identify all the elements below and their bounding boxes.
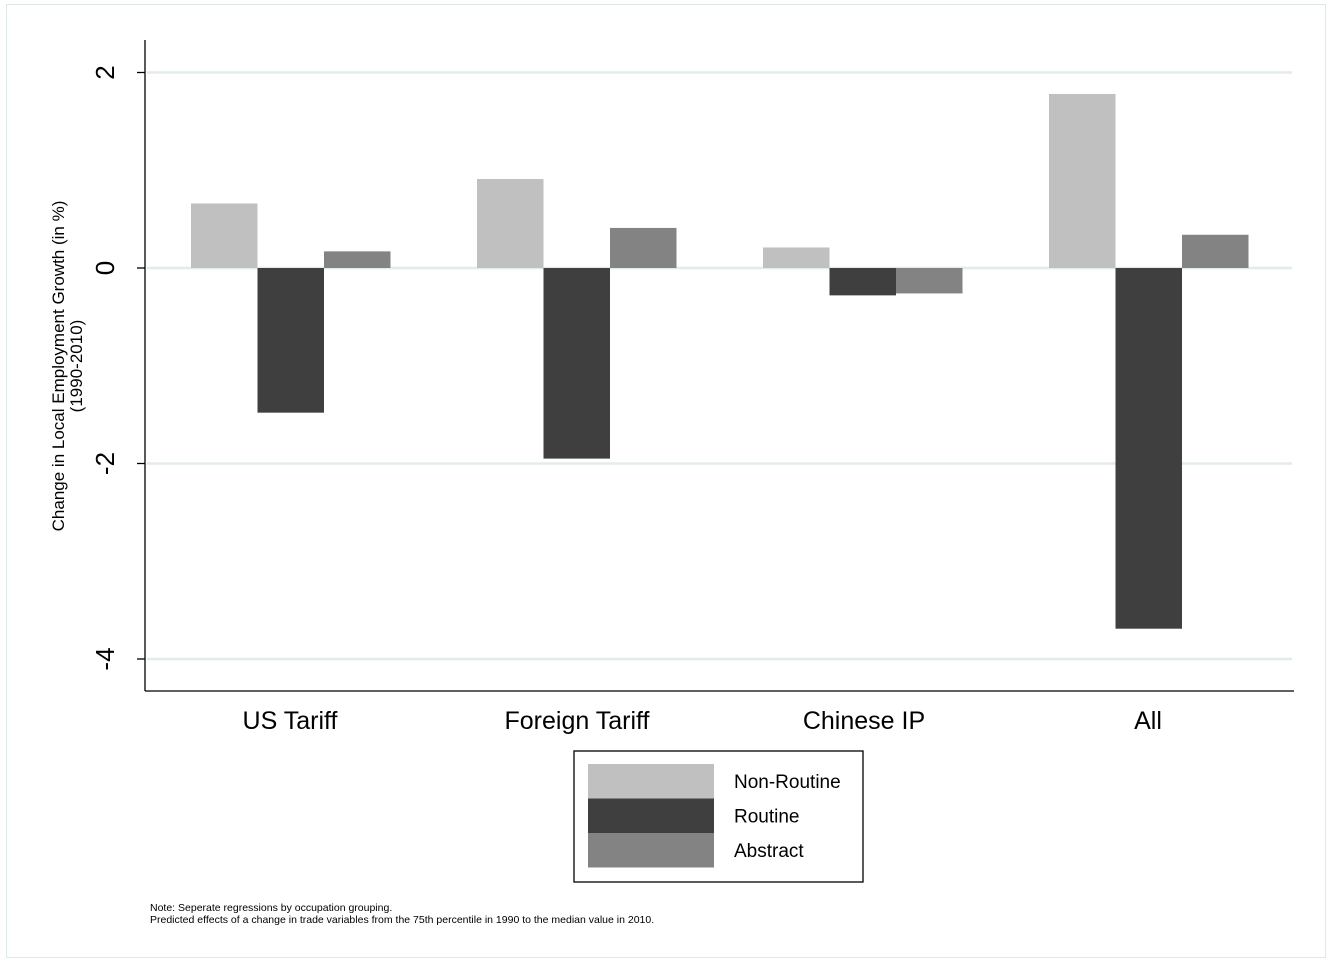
y-tick-label: 0: [90, 261, 120, 275]
bar-routine-2: [829, 268, 896, 296]
legend-label: Routine: [734, 807, 800, 828]
y-axis-label-sub: (1990-2010): [67, 320, 86, 413]
x-category-label: Chinese IP: [803, 707, 925, 735]
legend: Non-Routine Routine Abstract: [573, 750, 864, 883]
bar-non-routine-0: [191, 203, 258, 268]
bars: [191, 94, 1249, 629]
y-tick-label: -2: [90, 452, 120, 475]
y-axis-label: Change in Local Employment Growth (in %): [49, 201, 68, 532]
bar-routine-3: [1115, 268, 1182, 629]
bar-abstract-3: [1182, 234, 1249, 268]
bar-abstract-1: [610, 227, 677, 268]
legend-swatch-abstract: [588, 833, 714, 868]
bar-abstract-2: [896, 268, 963, 294]
x-category-label: All: [1134, 707, 1162, 735]
y-tick-label: -4: [90, 647, 120, 670]
x-category-label: Foreign Tariff: [505, 707, 650, 735]
legend-swatch-non-routine: [588, 764, 714, 799]
y-tick-labels: 2 0 -2 -4: [90, 65, 120, 670]
legend-label: Non-Routine: [734, 772, 841, 793]
bar-routine-0: [257, 268, 324, 413]
legend-swatch-routine: [588, 798, 714, 833]
bar-non-routine-2: [763, 247, 830, 268]
bar-routine-1: [543, 268, 610, 459]
x-category-label: US Tariff: [243, 707, 338, 735]
note-line-1: Note: Seperate regressions by occupation…: [150, 902, 392, 914]
note-line-2: Predicted effects of a change in trade v…: [150, 914, 654, 926]
bar-non-routine-3: [1049, 94, 1116, 268]
axes: [137, 40, 1294, 692]
bar-non-routine-1: [477, 179, 544, 268]
legend-label: Abstract: [734, 841, 804, 862]
y-tick-label: 2: [90, 65, 120, 79]
bar-abstract-0: [324, 251, 391, 268]
x-category-labels: US Tariff Foreign Tariff Chinese IP All: [243, 707, 1162, 735]
